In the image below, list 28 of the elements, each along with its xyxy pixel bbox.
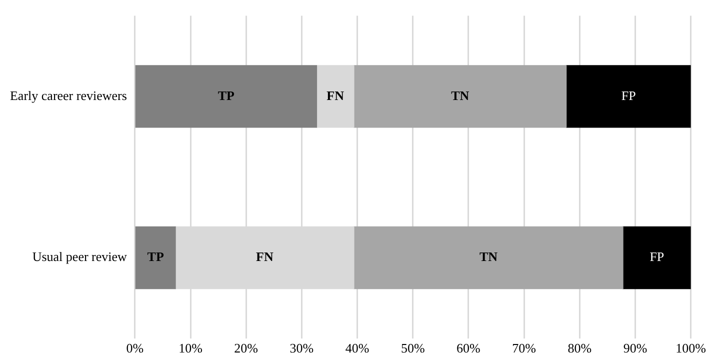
x-tick-label: 80% bbox=[568, 340, 592, 356]
x-tick-label: 60% bbox=[456, 340, 481, 356]
x-tick-label: 100% bbox=[676, 340, 706, 356]
bar bbox=[566, 65, 691, 128]
series-label: TP bbox=[147, 249, 164, 264]
bar bbox=[316, 65, 354, 128]
bar bbox=[354, 226, 624, 290]
x-tick-label: 70% bbox=[512, 340, 536, 356]
x-tick-label: 50% bbox=[400, 340, 425, 356]
series-label: FP bbox=[621, 88, 636, 103]
x-tick-label: 0% bbox=[126, 340, 144, 356]
bar bbox=[622, 226, 691, 290]
x-tick-label: 10% bbox=[178, 340, 203, 356]
bar bbox=[135, 226, 176, 290]
text: TN bbox=[479, 249, 498, 264]
x-tick-label: 20% bbox=[234, 340, 258, 356]
y-tick-label: Early career reviewers bbox=[10, 88, 127, 103]
bar bbox=[135, 65, 318, 128]
text: TP bbox=[218, 88, 234, 103]
x-tick-label: 90% bbox=[623, 340, 648, 356]
series-label: TN bbox=[451, 88, 470, 103]
x-tick-label: 40% bbox=[345, 340, 370, 356]
x-tick-label: 30% bbox=[290, 340, 314, 356]
bar bbox=[354, 65, 567, 128]
text: FP bbox=[650, 249, 664, 264]
text: FN bbox=[256, 249, 274, 264]
y-tick-label: Usual peer review bbox=[32, 249, 128, 264]
series-label: FN bbox=[326, 88, 345, 103]
